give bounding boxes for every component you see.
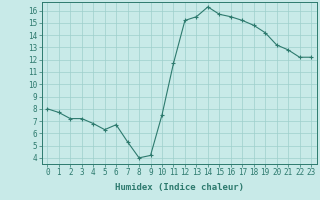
- X-axis label: Humidex (Indice chaleur): Humidex (Indice chaleur): [115, 183, 244, 192]
